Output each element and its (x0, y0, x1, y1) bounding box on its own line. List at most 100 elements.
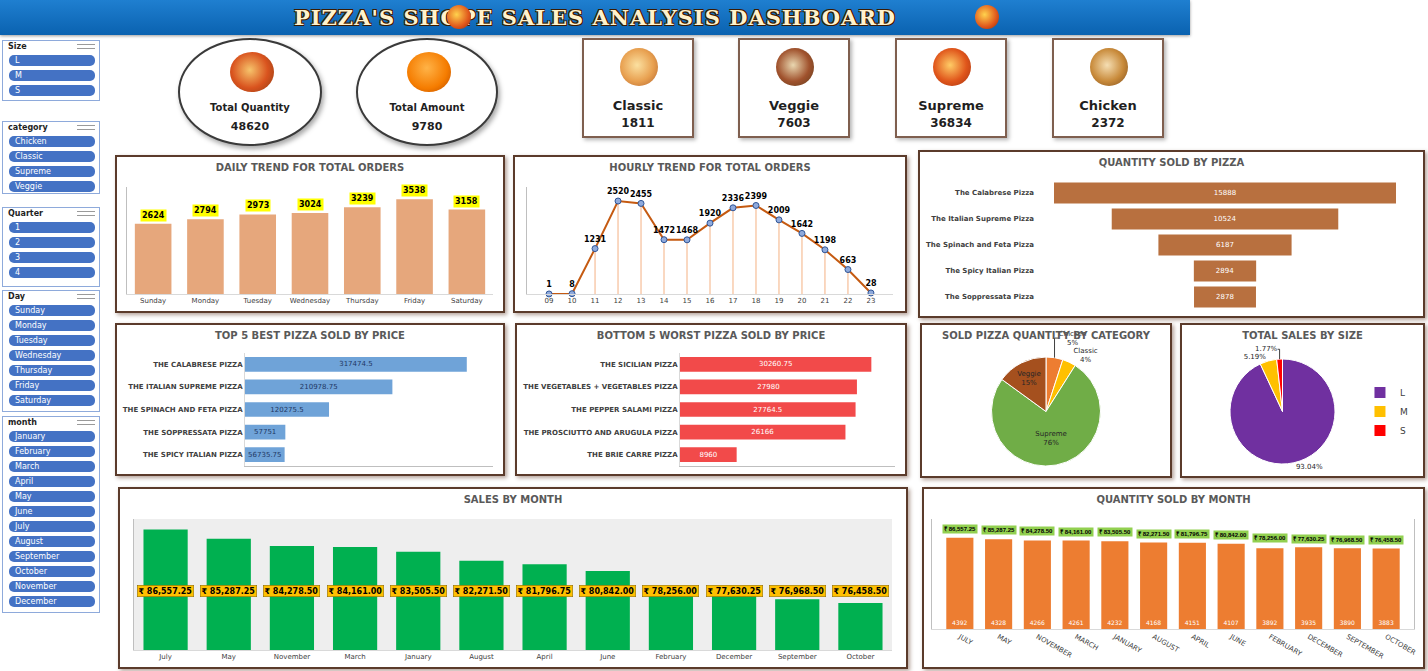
svg-text:₹ 86,557.25: ₹ 86,557.25 (139, 587, 193, 596)
svg-text:3158: 3158 (455, 197, 478, 206)
svg-text:2336: 2336 (722, 194, 745, 203)
svg-text:MAY: MAY (996, 633, 1013, 648)
svg-text:3024: 3024 (299, 200, 322, 209)
svg-text:2624: 2624 (142, 211, 165, 220)
svg-text:1920: 1920 (699, 209, 722, 218)
svg-text:₹ 83,505.50: ₹ 83,505.50 (392, 587, 446, 596)
svg-text:30260.75: 30260.75 (759, 360, 792, 368)
svg-text:2520: 2520 (607, 187, 630, 196)
svg-text:May: May (222, 653, 236, 661)
svg-text:Classic4%: Classic4% (1073, 347, 1097, 364)
svg-text:THE SPICY ITALIAN PIZZA: THE SPICY ITALIAN PIZZA (143, 451, 243, 459)
svg-text:27764.5: 27764.5 (753, 406, 782, 414)
svg-text:The Soppressata Pizza: The Soppressata Pizza (945, 293, 1034, 301)
svg-text:2009: 2009 (768, 206, 791, 215)
svg-text:₹ 82,271.50: ₹ 82,271.50 (1138, 531, 1170, 537)
svg-text:July: July (158, 653, 172, 661)
svg-text:THE PROSCIUTTO AND ARUGULA PIZ: THE PROSCIUTTO AND ARUGULA PIZZA (524, 429, 679, 437)
svg-text:19: 19 (775, 297, 784, 305)
svg-text:4168: 4168 (1146, 619, 1161, 626)
svg-text:November: November (274, 653, 311, 661)
svg-text:QUANTITY SOLD BY PIZZA: QUANTITY SOLD BY PIZZA (1099, 157, 1245, 168)
svg-text:₹ 82,271.50: ₹ 82,271.50 (455, 587, 509, 596)
svg-text:THE PEPPER SALAMI PIZZA: THE PEPPER SALAMI PIZZA (571, 406, 678, 414)
svg-text:₹ 77,630.25: ₹ 77,630.25 (708, 587, 762, 596)
svg-text:2794: 2794 (194, 206, 217, 215)
svg-text:THE BRIE CARRE PIZZA: THE BRIE CARRE PIZZA (587, 451, 678, 459)
svg-text:3892: 3892 (1262, 619, 1277, 626)
svg-text:26166: 26166 (751, 428, 774, 436)
svg-text:THE VEGETABLES + VEGETABLES PI: THE VEGETABLES + VEGETABLES PIZZA (523, 383, 678, 391)
svg-text:₹ 80,842.00: ₹ 80,842.00 (581, 587, 635, 596)
svg-text:THE ITALIAN SUPREME PIZZA: THE ITALIAN SUPREME PIZZA (128, 383, 243, 391)
svg-text:SALES BY MONTH: SALES BY MONTH (464, 494, 563, 505)
svg-text:210978.75: 210978.75 (300, 383, 338, 391)
svg-text:3935: 3935 (1301, 619, 1316, 626)
svg-text:18: 18 (752, 297, 761, 305)
svg-text:663: 663 (840, 256, 857, 265)
svg-text:NOVEMBER: NOVEMBER (1035, 633, 1074, 660)
svg-text:March: March (344, 653, 365, 661)
svg-text:2399: 2399 (745, 192, 768, 201)
svg-text:JULY: JULY (956, 632, 974, 647)
svg-text:QUANTITY SOLD BY MONTH: QUANTITY SOLD BY MONTH (1096, 494, 1250, 505)
svg-text:JANUARY: JANUARY (1111, 632, 1143, 655)
svg-text:The Spicy Italian Pizza: The Spicy Italian Pizza (945, 267, 1034, 275)
svg-text:MARCH: MARCH (1073, 633, 1099, 653)
svg-text:15888: 15888 (1214, 189, 1236, 197)
svg-text:23: 23 (866, 297, 875, 305)
svg-text:SEPTEMBER: SEPTEMBER (1345, 633, 1385, 661)
svg-text:₹ 76,968.50: ₹ 76,968.50 (1331, 537, 1363, 543)
svg-text:THE SOPPRESSATA PIZZA: THE SOPPRESSATA PIZZA (143, 429, 243, 437)
svg-text:20: 20 (798, 297, 807, 305)
svg-text:Tuesday: Tuesday (242, 297, 271, 305)
svg-text:4266: 4266 (1030, 619, 1045, 626)
svg-text:57751: 57751 (254, 428, 276, 436)
svg-text:09: 09 (545, 297, 554, 305)
svg-text:DECEMBER: DECEMBER (1306, 633, 1344, 660)
svg-text:2894: 2894 (1216, 267, 1234, 275)
svg-text:August: August (469, 653, 494, 661)
svg-text:₹ 85,287.25: ₹ 85,287.25 (983, 527, 1015, 533)
svg-text:8: 8 (569, 280, 575, 289)
svg-text:21: 21 (820, 297, 829, 305)
svg-text:Chicken5%: Chicken5% (1059, 330, 1087, 347)
svg-text:3890: 3890 (1340, 619, 1355, 626)
svg-text:₹ 83,505.50: ₹ 83,505.50 (1099, 529, 1131, 535)
svg-text:₹ 84,161.00: ₹ 84,161.00 (329, 587, 383, 596)
svg-text:₹ 78,256.00: ₹ 78,256.00 (1254, 535, 1286, 541)
svg-text:DAILY TREND FOR TOTAL ORDERS: DAILY TREND FOR TOTAL ORDERS (216, 162, 405, 173)
svg-text:4328: 4328 (991, 619, 1006, 626)
svg-text:HOURLY TREND FOR TOTAL ORDERS: HOURLY TREND FOR TOTAL ORDERS (609, 162, 810, 173)
svg-text:4392: 4392 (952, 619, 967, 626)
svg-text:THE SPINACH AND FETA PIZZA: THE SPINACH AND FETA PIZZA (123, 406, 243, 414)
svg-text:1198: 1198 (814, 236, 837, 245)
svg-text:27980: 27980 (757, 383, 779, 391)
svg-text:3239: 3239 (351, 194, 374, 203)
svg-text:317474.5: 317474.5 (339, 360, 372, 368)
svg-text:10: 10 (568, 297, 577, 305)
svg-text:Sunday: Sunday (140, 297, 166, 305)
svg-text:S: S (1400, 426, 1406, 436)
svg-text:120275.5: 120275.5 (270, 406, 303, 414)
svg-text:M: M (1400, 407, 1408, 417)
svg-text:₹ 85,287.25: ₹ 85,287.25 (202, 587, 256, 596)
svg-text:AUGUST: AUGUST (1151, 633, 1181, 655)
svg-text:₹ 80,842.00: ₹ 80,842.00 (1215, 532, 1247, 538)
svg-text:Monday: Monday (192, 297, 220, 305)
svg-text:THE CALABRESE PIZZA: THE CALABRESE PIZZA (153, 361, 243, 369)
svg-text:The Italian Supreme Pizza: The Italian Supreme Pizza (931, 215, 1034, 223)
svg-text:4232: 4232 (1107, 619, 1122, 626)
svg-text:₹ 84,278.50: ₹ 84,278.50 (265, 587, 319, 596)
svg-text:Friday: Friday (404, 297, 425, 305)
svg-text:1642: 1642 (791, 220, 813, 229)
svg-text:2878: 2878 (1216, 293, 1234, 301)
svg-text:17: 17 (729, 297, 738, 305)
svg-text:APRIL: APRIL (1190, 633, 1211, 650)
svg-text:₹ 78,256.00: ₹ 78,256.00 (644, 587, 698, 596)
svg-text:3538: 3538 (403, 186, 426, 195)
svg-text:4261: 4261 (1068, 619, 1083, 626)
svg-text:4107: 4107 (1223, 619, 1238, 626)
svg-text:2455: 2455 (630, 190, 653, 199)
svg-text:11: 11 (591, 297, 600, 305)
